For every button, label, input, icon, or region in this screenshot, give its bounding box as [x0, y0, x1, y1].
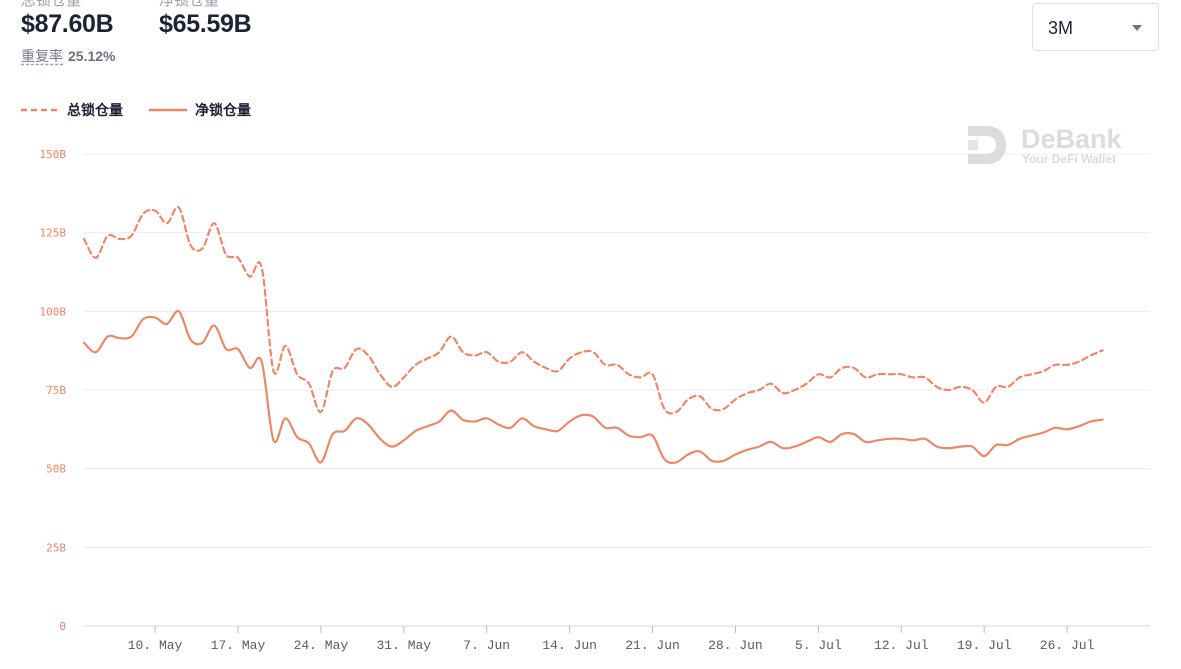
y-tick-label: 125B	[40, 227, 67, 240]
y-axis-ticks: 0 25B 50B 75B 100B 125B 150B	[40, 148, 67, 633]
x-tick-label: 31. May	[376, 638, 431, 653]
legend-item-total[interactable]: 总锁仓量	[21, 100, 123, 120]
chart-legend: 总锁仓量 净锁仓量	[21, 100, 277, 120]
dashed-line-icon	[21, 108, 59, 112]
y-tick-label: 0	[59, 620, 66, 633]
series-line-net	[82, 309, 1104, 465]
net-tvl-label: 净锁仓量	[159, 0, 220, 9]
y-tick-label: 25B	[46, 541, 66, 554]
x-tick-label: 28. Jun	[708, 638, 763, 653]
x-tick-label: 12. Jul	[874, 638, 929, 653]
y-tick-label: 75B	[46, 384, 66, 397]
x-tick-label: 14. Jun	[542, 638, 597, 653]
duplicate-ratio-label: 重复率	[21, 48, 63, 64]
x-tick-label: 5. Jul	[795, 638, 842, 653]
x-tick-label: 24. May	[294, 638, 349, 653]
y-tick-label: 100B	[40, 305, 67, 318]
x-tick-label: 26. Jul	[1040, 638, 1095, 653]
legend-label-total: 总锁仓量	[67, 102, 123, 118]
series-line-total	[82, 205, 1104, 415]
x-tick-label: 17. May	[211, 638, 266, 653]
x-tick-label: 10. May	[128, 638, 183, 653]
duplicate-ratio-value: 25.12%	[68, 48, 116, 64]
y-tick-label: 150B	[40, 148, 67, 161]
period-select[interactable]: 3M	[1032, 3, 1159, 51]
chevron-down-icon	[1132, 25, 1142, 31]
series-lines	[82, 205, 1104, 465]
legend-label-net: 净锁仓量	[195, 102, 251, 118]
watermark-brand: DeBank	[1021, 124, 1123, 154]
total-tvl-value: $87.60B	[21, 10, 114, 38]
period-select-value: 3M	[1048, 18, 1074, 38]
debank-watermark: DeBank Your DeFi Wallet	[968, 124, 1123, 166]
duplicate-ratio: 重复率 25.12%	[21, 47, 115, 65]
grid-lines	[84, 153, 1150, 627]
debank-logo-icon	[968, 126, 1006, 164]
x-axis-ticks: 10. May 17. May 24. May 31. May 7. Jun 14. Ju…	[128, 626, 1095, 653]
solid-line-icon	[149, 108, 187, 112]
x-tick-label: 21. Jun	[625, 638, 680, 653]
watermark-tagline: Your DeFi Wallet	[1022, 152, 1116, 166]
net-tvl-value: $65.59B	[159, 10, 252, 38]
x-tick-label: 19. Jul	[957, 638, 1012, 653]
x-tick-label: 7. Jun	[463, 638, 510, 653]
legend-item-net[interactable]: 净锁仓量	[149, 100, 251, 120]
total-tvl-label: 总锁仓量	[21, 0, 82, 9]
y-tick-label: 50B	[46, 463, 66, 476]
